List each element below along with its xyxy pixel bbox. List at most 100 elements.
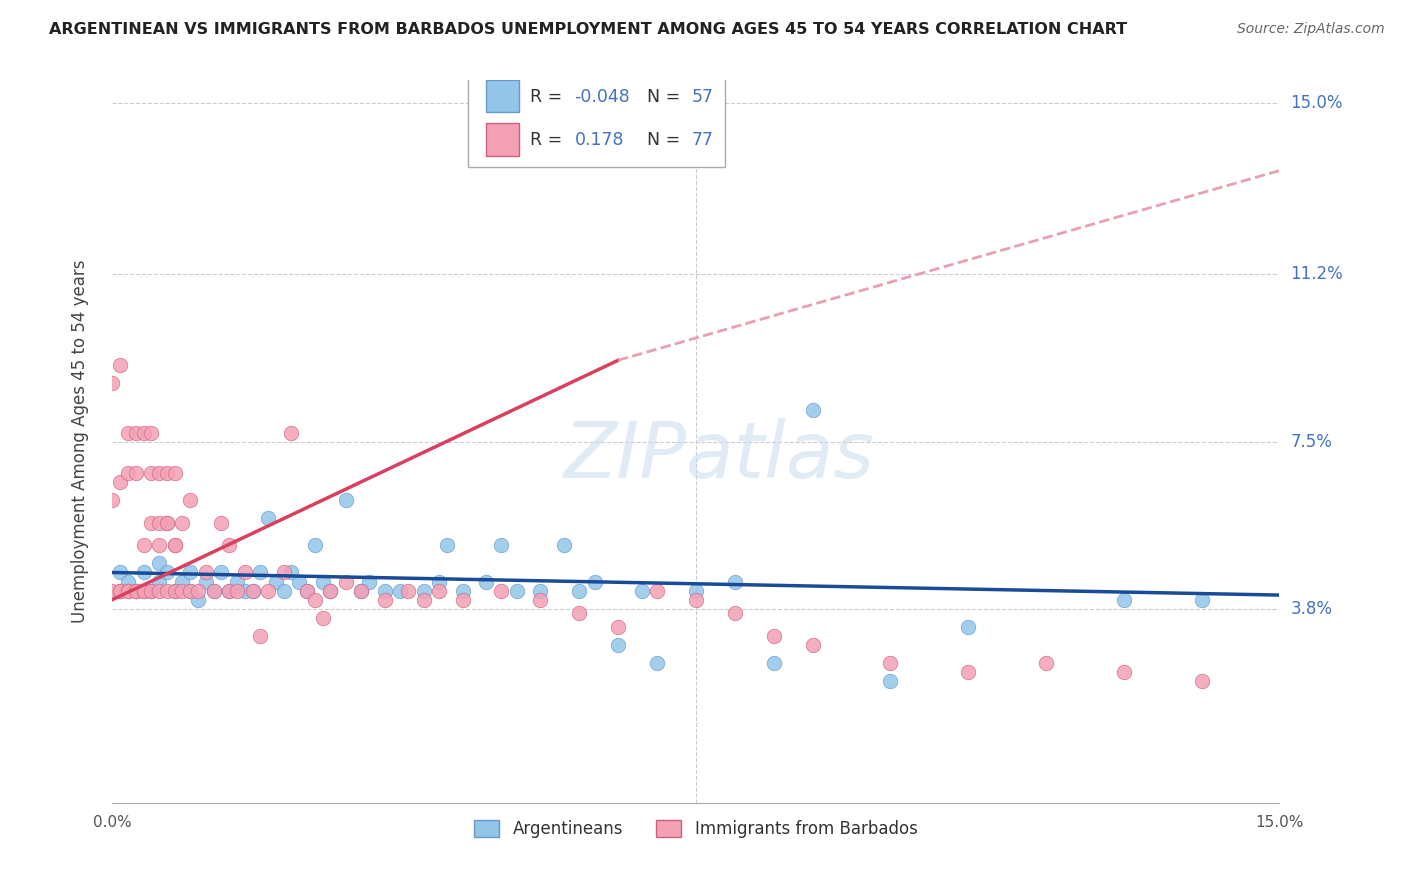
Legend: Argentineans, Immigrants from Barbados: Argentineans, Immigrants from Barbados: [468, 814, 924, 845]
Point: [491, 583, 513, 598]
Point: [685, 592, 707, 607]
Point: [156, 466, 179, 480]
Point: [141, 425, 163, 440]
Point: [685, 583, 707, 598]
Point: [506, 583, 529, 598]
Point: [132, 425, 155, 440]
Point: [319, 583, 342, 598]
Point: [257, 511, 280, 525]
Point: [179, 583, 201, 598]
Point: [762, 629, 785, 643]
Point: [350, 583, 373, 598]
Text: ARGENTINEAN VS IMMIGRANTS FROM BARBADOS UNEMPLOYMENT AMONG AGES 45 TO 54 YEARS C: ARGENTINEAN VS IMMIGRANTS FROM BARBADOS …: [49, 22, 1128, 37]
Point: [156, 583, 179, 598]
Point: [529, 583, 551, 598]
Point: [273, 566, 295, 580]
Point: [101, 583, 124, 598]
Point: [110, 358, 132, 372]
Point: [475, 574, 498, 589]
Point: [607, 638, 630, 652]
FancyBboxPatch shape: [468, 77, 725, 167]
Point: [163, 583, 186, 598]
Point: [389, 583, 412, 598]
Text: 7.5%: 7.5%: [1291, 433, 1333, 450]
Text: N =: N =: [647, 131, 686, 149]
Point: [226, 583, 249, 598]
Point: [233, 566, 256, 580]
Point: [630, 583, 652, 598]
Point: [125, 583, 148, 598]
Text: 0.178: 0.178: [575, 131, 624, 149]
Text: N =: N =: [647, 87, 686, 105]
Point: [141, 583, 163, 598]
Point: [163, 538, 186, 552]
Point: [110, 475, 132, 490]
Point: [117, 583, 139, 598]
Point: [645, 656, 668, 670]
Point: [209, 566, 232, 580]
Point: [242, 583, 264, 598]
Point: [529, 592, 551, 607]
Point: [412, 592, 434, 607]
Point: [762, 656, 785, 670]
Point: [319, 583, 342, 598]
Point: [273, 583, 295, 598]
Point: [209, 516, 232, 530]
Text: 3.8%: 3.8%: [1291, 599, 1333, 617]
Point: [132, 583, 155, 598]
Point: [242, 583, 264, 598]
Point: [257, 583, 280, 598]
Y-axis label: Unemployment Among Ages 45 to 54 years: Unemployment Among Ages 45 to 54 years: [70, 260, 89, 624]
Point: [311, 574, 333, 589]
Point: [125, 425, 148, 440]
Point: [451, 592, 474, 607]
Point: [335, 574, 357, 589]
Point: [110, 583, 132, 598]
Point: [568, 583, 591, 598]
Point: [304, 592, 326, 607]
Point: [427, 574, 450, 589]
Text: -0.048: -0.048: [575, 87, 630, 105]
Point: [451, 583, 474, 598]
Point: [607, 620, 630, 634]
Point: [801, 403, 824, 417]
Text: 15.0%: 15.0%: [1291, 94, 1343, 112]
Point: [163, 583, 186, 598]
Point: [374, 592, 396, 607]
Point: [295, 583, 318, 598]
Point: [1112, 665, 1135, 679]
Point: [427, 583, 450, 598]
Point: [359, 574, 381, 589]
Point: [491, 538, 513, 552]
Point: [110, 583, 132, 598]
Point: [172, 583, 194, 598]
Point: [226, 574, 249, 589]
Point: [218, 583, 240, 598]
Point: [374, 583, 396, 598]
Text: 11.2%: 11.2%: [1291, 266, 1343, 284]
Point: [194, 574, 217, 589]
Point: [156, 566, 179, 580]
Text: ZIPatlas: ZIPatlas: [564, 418, 875, 494]
Point: [304, 538, 326, 552]
Point: [218, 583, 240, 598]
Point: [117, 425, 139, 440]
Point: [295, 583, 318, 598]
Text: R =: R =: [530, 131, 568, 149]
Point: [141, 466, 163, 480]
Point: [879, 673, 901, 688]
Point: [724, 606, 747, 620]
Point: [148, 516, 170, 530]
Point: [101, 493, 124, 508]
Point: [288, 574, 311, 589]
Point: [645, 583, 668, 598]
Point: [141, 583, 163, 598]
Point: [264, 574, 287, 589]
Point: [1112, 592, 1135, 607]
Point: [163, 538, 186, 552]
Text: R =: R =: [530, 87, 568, 105]
Point: [172, 516, 194, 530]
Point: [179, 493, 201, 508]
Point: [801, 638, 824, 652]
Point: [117, 574, 139, 589]
